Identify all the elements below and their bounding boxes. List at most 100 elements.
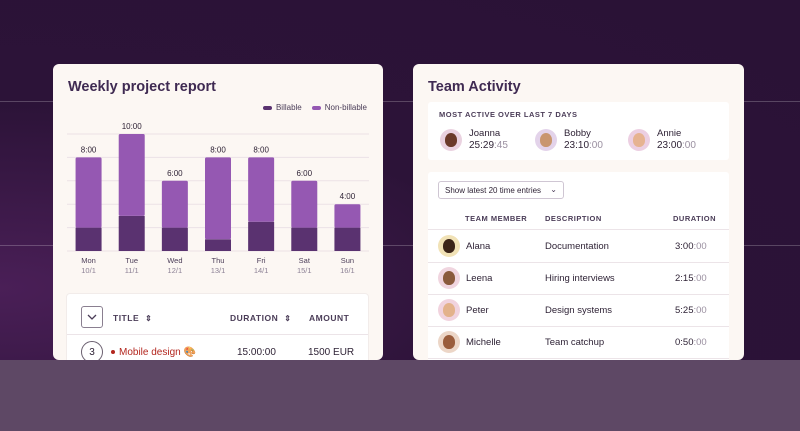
x-tick-day: Mon — [81, 256, 96, 265]
duration-main: 3:00 — [675, 241, 694, 252]
row-number-badge[interactable]: 3 — [81, 341, 103, 360]
table-row[interactable]: Leena Hiring interviews 2:15:00 — [428, 262, 729, 295]
duration-main: 5:25 — [675, 305, 694, 316]
table-row[interactable]: Alana Documentation 3:00:00 — [428, 230, 729, 263]
avatar-face — [443, 271, 455, 285]
user-total-time: 25:29:45 — [469, 139, 508, 152]
avatar — [438, 267, 460, 289]
weekly-report-card: Weekly project report Billable Non-billa… — [53, 64, 383, 360]
sort-icon: ⇕ — [284, 314, 292, 323]
bar-total-label: 4:00 — [340, 192, 356, 201]
duration-column-header[interactable]: DURATION ⇕ — [230, 313, 291, 323]
duration-main: 0:50 — [675, 337, 694, 348]
bar-non-billable-tue — [118, 134, 145, 216]
x-tick-day: Sun — [341, 256, 354, 265]
entry-duration: 5:25:00 — [675, 305, 707, 316]
bar-billable-fri — [248, 221, 275, 251]
bar-non-billable-wed — [161, 180, 188, 228]
legend-non-billable: Non-billable — [311, 103, 367, 112]
avatar-face — [540, 133, 552, 147]
avatar — [438, 331, 460, 353]
entry-duration: 0:50:00 — [675, 337, 707, 348]
table-row[interactable]: Michelle Team catchup 0:50:00 — [428, 326, 729, 359]
most-active-user[interactable]: Annie 23:00:00 — [628, 128, 696, 152]
project-name[interactable]: Mobile design 🎨 — [111, 347, 196, 358]
description-column-header: DESCRIPTION — [545, 214, 602, 223]
collapse-button[interactable] — [81, 306, 103, 328]
background-footer — [0, 360, 800, 431]
avatar-face — [443, 239, 455, 253]
entry-description: Documentation — [545, 241, 609, 252]
bar-non-billable-sun — [334, 204, 361, 228]
bar-total-label: 8:00 — [81, 145, 97, 154]
bar-non-billable-thu — [205, 157, 231, 240]
entries-count-label: Show latest 20 time entries — [445, 185, 542, 195]
bar-total-label: 6:00 — [167, 169, 183, 178]
duration-seconds: :00 — [693, 337, 707, 348]
member-name: Michelle — [466, 337, 501, 348]
avatar-face — [443, 335, 455, 349]
title-column-header[interactable]: TITLE ⇕ — [113, 313, 152, 323]
background-line — [0, 101, 800, 102]
bar-billable-sun — [334, 227, 361, 251]
member-name: Peter — [466, 305, 489, 316]
x-tick-date: 15/1 — [297, 266, 312, 275]
x-tick-date: 12/1 — [168, 266, 183, 275]
member-name: Leena — [466, 273, 493, 284]
user-total-time: 23:00:00 — [657, 139, 696, 152]
user-total-time: 23:10:00 — [564, 139, 603, 152]
time-main: 23:00 — [657, 140, 683, 151]
x-tick-date: 11/1 — [125, 266, 139, 275]
avatar — [440, 129, 462, 151]
legend-billable-swatch — [262, 105, 272, 110]
time-seconds: :00 — [682, 140, 696, 151]
duration-seconds: :00 — [693, 241, 707, 252]
duration-main: 2:15 — [675, 273, 694, 284]
duration-seconds: :00 — [693, 273, 707, 284]
table-row[interactable]: Peter Design systems 5:25:00 — [428, 294, 729, 327]
most-active-panel: MOST ACTIVE OVER LAST 7 DAYS Joanna 25:29… — [428, 102, 729, 160]
member-name: Alana — [466, 241, 491, 252]
palette-emoji-icon: 🎨 — [183, 347, 196, 358]
entry-description: Team catchup — [545, 337, 605, 348]
user-name: Bobby — [564, 128, 591, 139]
project-color-dot — [111, 350, 115, 355]
most-active-title: MOST ACTIVE OVER LAST 7 DAYS — [439, 110, 578, 119]
time-seconds: :00 — [589, 140, 603, 151]
sort-icon: ⇕ — [145, 314, 153, 323]
most-active-user-info: Annie 23:00:00 — [657, 128, 696, 152]
project-table: TITLE ⇕ DURATION ⇕ AMOUNT 3 Mobile design … — [67, 294, 368, 360]
chart-legend: Billable Non-billable — [262, 103, 367, 112]
most-active-user[interactable]: Joanna 25:29:45 — [440, 128, 508, 152]
title-header-label: TITLE — [113, 313, 140, 323]
duration-seconds: :00 — [693, 305, 707, 316]
entries-count-select[interactable]: Show latest 20 time entries ⌄ — [438, 181, 564, 199]
chevron-down-icon: ⌄ — [550, 185, 557, 194]
x-tick-day: Tue — [125, 256, 138, 265]
bar-total-label: 10:00 — [122, 122, 143, 131]
time-entries-panel: Show latest 20 time entries ⌄ TEAM MEMBE… — [428, 172, 729, 360]
bar-billable-thu — [205, 239, 231, 251]
x-tick-date: 14/1 — [254, 266, 269, 275]
user-name: Annie — [657, 128, 682, 139]
x-tick-day: Thu — [212, 256, 225, 265]
x-tick-date: 10/1 — [81, 266, 96, 275]
most-active-user-info: Joanna 25:29:45 — [469, 128, 508, 152]
bar-billable-sat — [291, 227, 318, 251]
bar-non-billable-fri — [248, 157, 275, 222]
time-main: 23:10 — [564, 140, 590, 151]
project-label: Mobile design — [119, 347, 181, 358]
project-duration: 15:00:00 — [237, 347, 276, 358]
most-active-user[interactable]: Bobby 23:10:00 — [535, 128, 603, 152]
entry-duration: 3:00:00 — [675, 241, 707, 252]
time-main: 25:29 — [469, 140, 495, 151]
project-table-header: TITLE ⇕ DURATION ⇕ AMOUNT — [67, 294, 368, 335]
legend-billable: Billable — [262, 103, 302, 112]
entry-description: Hiring interviews — [545, 273, 615, 284]
avatar — [438, 235, 460, 257]
avatar — [535, 129, 557, 151]
x-tick-date: 16/1 — [340, 266, 355, 275]
avatar-face — [445, 133, 457, 147]
entry-description: Design systems — [545, 305, 613, 316]
time-seconds: :45 — [494, 140, 508, 151]
